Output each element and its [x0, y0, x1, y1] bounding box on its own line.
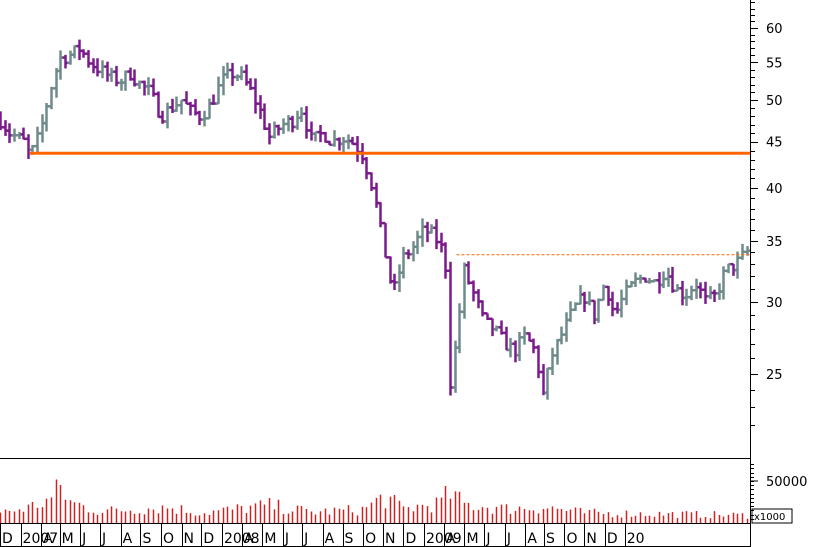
month-label: D — [405, 531, 416, 547]
month-label: A — [325, 531, 335, 547]
price-tick-label: 60 — [766, 22, 783, 37]
month-label: O — [163, 531, 174, 547]
price-tick-label: 50 — [766, 94, 783, 109]
month-label: N — [586, 531, 596, 547]
month-label: A — [43, 531, 53, 547]
volume-tick-label: 50000 — [766, 475, 807, 490]
month-label: M — [466, 531, 478, 547]
month-label: A — [527, 531, 537, 547]
month-label: J — [284, 531, 289, 547]
price-tick-label: 25 — [766, 368, 783, 383]
month-label: M — [62, 531, 74, 547]
month-label: S — [546, 531, 555, 547]
month-label: N — [385, 531, 395, 547]
month-label: 2009 — [426, 531, 462, 547]
month-label: O — [566, 531, 577, 547]
price-tick-label: 30 — [766, 296, 783, 311]
volume-unit-label: x1000 — [754, 512, 785, 523]
month-label: N — [184, 531, 194, 547]
month-label: J — [485, 531, 490, 547]
price-tick-label: 45 — [766, 136, 783, 151]
month-label: D — [2, 531, 13, 547]
month-label: 20 — [627, 531, 645, 547]
price-axis: 60 55 50 45 40 35 30 25 — [750, 2, 783, 426]
month-label: J — [303, 531, 308, 547]
month-label: J — [101, 531, 106, 547]
volume-axis: 50000 x1000 — [750, 464, 807, 524]
volume-bars — [0, 479, 749, 523]
month-label: O — [365, 531, 376, 547]
month-label: A — [244, 531, 254, 547]
month-label: D — [203, 531, 214, 547]
month-label: A — [446, 531, 456, 547]
month-label: S — [142, 531, 151, 547]
month-label: J — [81, 531, 86, 547]
month-label: J — [506, 531, 511, 547]
month-label: A — [123, 531, 133, 547]
price-bars — [0, 39, 751, 400]
volume-unit-box — [751, 508, 793, 524]
month-label: 2008 — [224, 531, 260, 547]
month-label: M — [264, 531, 276, 547]
month-label: S — [345, 531, 354, 547]
price-tick-label: 35 — [766, 235, 783, 250]
month-label: 2007 — [23, 531, 59, 547]
price-tick-label: 40 — [766, 182, 783, 197]
month-label: D — [607, 531, 618, 547]
price-tick-label: 55 — [766, 56, 783, 71]
